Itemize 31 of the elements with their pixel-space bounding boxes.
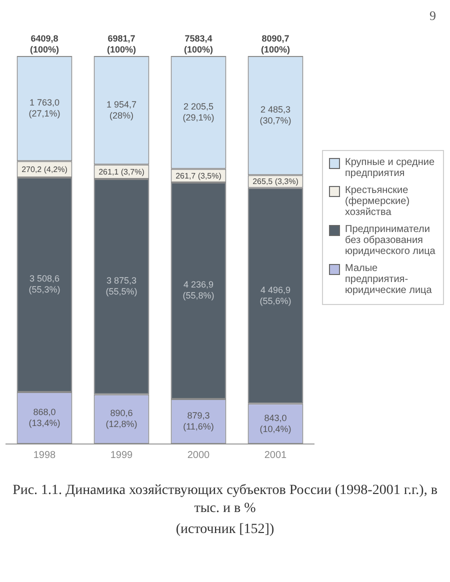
data-label: 3 508,6 (55,3%) [28, 274, 60, 295]
total-label: 7583,4 (100%) [184, 33, 214, 54]
data-label: 265,5 (3,3%) [252, 177, 299, 186]
x-tick-label: 1999 [110, 450, 134, 461]
legend-label: Предприниматели без образования юридического лица [345, 224, 436, 257]
data-label: 2 485,3 (30,7%) [260, 104, 292, 126]
x-tick-label: 2001 [264, 450, 288, 461]
legend-label: Крестьянские (фермерские) хозяйства [345, 185, 411, 218]
data-label: 1 954,7 (28%) [106, 99, 137, 120]
data-label: 4 496,9 (55,6%) [260, 284, 292, 306]
data-label: 261,1 (3,7%) [98, 168, 145, 177]
data-label: 3 875,3 (55,5%) [106, 276, 138, 297]
legend-label: Малые предприятия-юридические лица [345, 263, 433, 296]
data-label: 270,2 (4,2%) [22, 165, 68, 174]
data-label: 4 236,9 (55,8%) [182, 280, 214, 301]
total-label: 6981,7 (100%) [106, 33, 136, 54]
data-label: 868,0 (13,4%) [28, 406, 60, 428]
text: (источник [152]) [174, 522, 276, 538]
data-label: 261,7 (3,5%) [176, 171, 222, 180]
text: 9 [430, 8, 436, 24]
legend-label: Крупные и средние предприятия [345, 157, 436, 179]
x-tick-label: 1998 [33, 450, 56, 461]
data-label: 1 763,0 (27,1%) [28, 98, 60, 119]
total-label: 6409,8 (100%) [30, 33, 60, 54]
data-label: 879,3 (11,6%) [183, 410, 214, 432]
data-label: 890,6 (12,8%) [106, 408, 138, 430]
text: Рис. 1.1. Динамика хозяйствующих субъектов России (1998-2001 г.г.), в тыс. и в % [12, 482, 438, 518]
total-label: 8090,7 (100%) [260, 33, 290, 54]
data-label: 2 205,5 (29,1%) [182, 101, 214, 122]
data-label: 843,0 (10,4%) [260, 412, 292, 434]
x-tick-label: 2000 [187, 450, 210, 461]
